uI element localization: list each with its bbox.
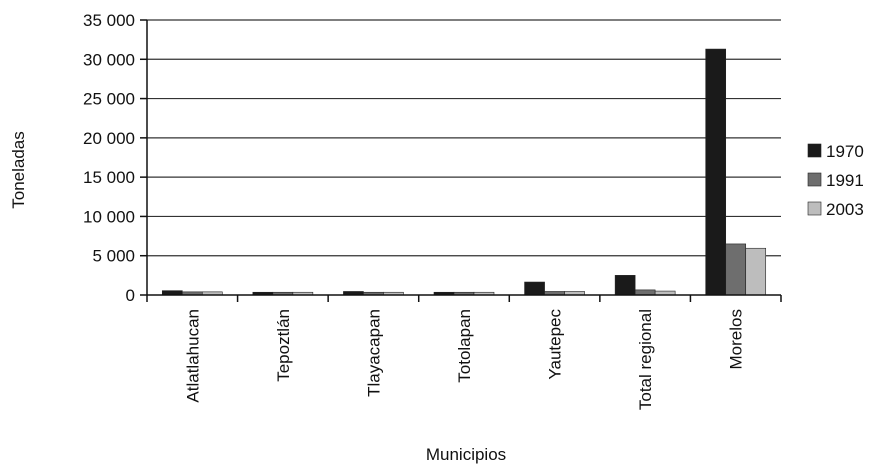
y-tick-label: 25 000 <box>83 90 135 109</box>
x-tick-label: Tlayacapan <box>364 309 383 397</box>
y-tick-label: 15 000 <box>83 168 135 187</box>
y-tick-label: 0 <box>126 286 135 305</box>
gridlines <box>147 19 781 257</box>
x-tick-label: Morelos <box>727 309 746 369</box>
x-axis-title: Municipios <box>426 445 506 464</box>
x-tick-label: Total regional <box>636 309 655 410</box>
x-tick-label: Atlatlahucan <box>183 309 202 403</box>
bar-1970 <box>705 48 727 296</box>
legend-label: 1970 <box>826 142 864 161</box>
legend-swatch <box>807 143 822 158</box>
axes <box>146 20 781 296</box>
x-tick-label: Totolapan <box>455 309 474 383</box>
bar-1991 <box>725 243 747 296</box>
bar-2003 <box>745 247 767 296</box>
bar-1991 <box>634 289 656 296</box>
y-axis-title: Toneladas <box>9 131 28 209</box>
legend-swatch <box>807 201 822 216</box>
legend: 1970 1991 2003 <box>807 142 864 219</box>
y-tick-label: 35 000 <box>83 11 135 30</box>
bar-1970 <box>614 275 636 296</box>
y-ticks: 0 5 000 10 000 15 000 20 000 25 000 30 000 35 0… <box>83 11 147 305</box>
x-tick-label: Tepoztlán <box>274 309 293 382</box>
bars <box>161 48 767 296</box>
y-tick-label: 5 000 <box>92 247 135 266</box>
y-tick-label: 10 000 <box>83 207 135 226</box>
x-ticks: Atlatlahucan Tepoztlán Tlayacapan Totolapan… <box>146 295 782 410</box>
x-tick-label: Yautepec <box>546 309 565 380</box>
y-tick-label: 30 000 <box>83 50 135 69</box>
legend-label: 1991 <box>826 171 864 190</box>
legend-swatch <box>807 172 822 187</box>
legend-label: 2003 <box>826 200 864 219</box>
y-tick-label: 20 000 <box>83 129 135 148</box>
bar-1970 <box>524 281 545 296</box>
